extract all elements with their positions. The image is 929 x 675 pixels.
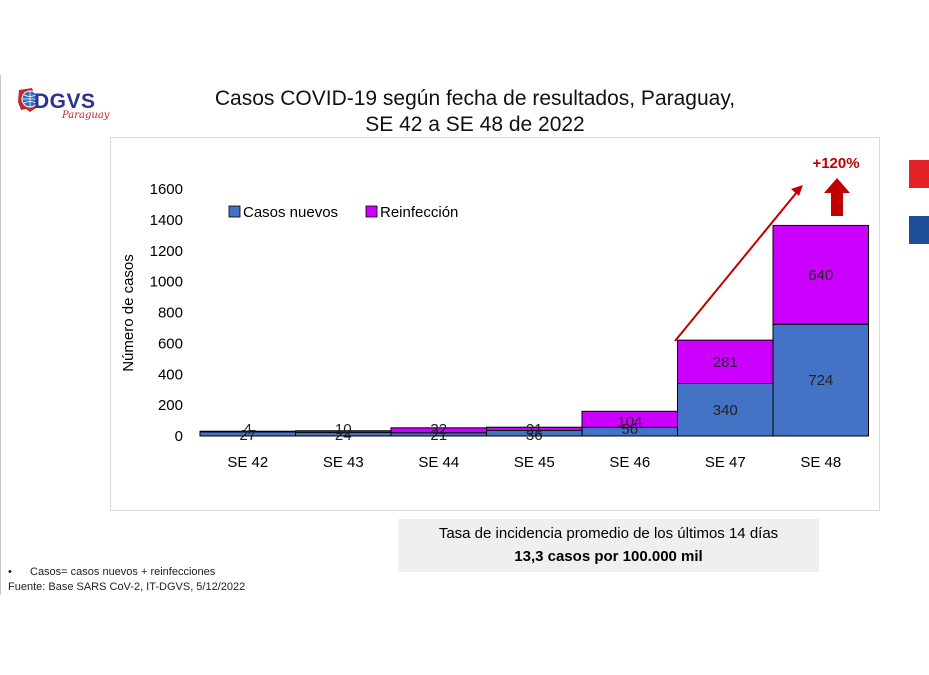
x-tick-label: SE 43: [323, 454, 364, 471]
y-tick-label: 600: [158, 335, 183, 352]
footnotes: • Casos= casos nuevos + reinfecciones Fue…: [8, 565, 245, 595]
logo-subtitle: Paraguay: [62, 110, 110, 121]
up-arrow-head: [824, 178, 850, 193]
data-label-casos-nuevos: 340: [713, 402, 738, 419]
x-tick-label: SE 46: [609, 454, 650, 471]
y-tick-label: 200: [158, 397, 183, 414]
bar-casos-nuevos: [677, 383, 774, 437]
dgvs-logo: [16, 86, 116, 128]
data-label-reinfeccion: 21: [526, 421, 543, 438]
y-tick-label: 800: [158, 305, 183, 322]
y-tick-label: 400: [158, 366, 183, 383]
left-divider: [0, 75, 1, 595]
y-tick-label: 0: [175, 428, 183, 445]
x-tick-label: SE 44: [418, 454, 459, 471]
note-bullet: •: [8, 566, 12, 578]
x-tick-label: SE 45: [514, 454, 555, 471]
data-label-reinfeccion: 10: [335, 421, 352, 438]
up-arrow-shaft: [831, 192, 843, 216]
legend-swatch-reinfeccion: [365, 205, 378, 218]
data-label-reinfeccion: 32: [430, 421, 447, 438]
y-axis-label: Número de casos: [120, 254, 137, 372]
chart-title: Casos COVID-19 según fecha de resultados…: [150, 86, 800, 138]
incidence-box: Tasa de incidencia promedio de los últim…: [398, 519, 819, 572]
note-definition: Casos= casos nuevos + reinfecciones: [30, 566, 216, 578]
bar-reinfeccion: [677, 339, 774, 385]
legend-swatch-casos-nuevos: [228, 205, 241, 218]
data-label-casos-nuevos: 56: [621, 421, 638, 438]
data-label-reinfeccion: 281: [713, 354, 738, 371]
y-tick-label: 1600: [150, 181, 183, 198]
legend-label-casos-nuevos: Casos nuevos: [243, 204, 338, 221]
title-line-1: Casos COVID-19 según fecha de resultados…: [214, 87, 736, 110]
x-tick-label: SE 48: [800, 454, 841, 471]
logo-name: DGVS: [34, 90, 96, 113]
decor-red-block: [909, 160, 929, 188]
note-source: Fuente: Base SARS CoV-2, IT-DGVS, 5/12/2…: [8, 581, 246, 593]
incidence-label: Tasa de incidencia promedio de los últim…: [438, 525, 779, 542]
decor-blue-block: [909, 216, 929, 244]
x-tick-label: SE 42: [227, 454, 268, 471]
bar-reinfeccion: [772, 224, 869, 325]
y-tick-label: 1200: [150, 243, 183, 260]
y-tick-label: 1000: [150, 274, 183, 291]
incidence-value: 13,3 casos por 100.000 mil: [514, 548, 703, 565]
legend-label-reinfeccion: Reinfección: [380, 204, 458, 221]
x-tick-label: SE 47: [705, 454, 746, 471]
data-label-casos-nuevos: 724: [808, 372, 833, 389]
data-label-reinfeccion: 4: [244, 421, 252, 438]
trend-arrow-line: [674, 191, 798, 342]
title-line-2: SE 42 a SE 48 de 2022: [365, 113, 585, 136]
y-tick-label: 1400: [150, 212, 183, 229]
data-label-reinfeccion: 104: [617, 413, 642, 430]
growth-annotation: +120%: [812, 155, 859, 172]
data-label-reinfeccion: 640: [808, 267, 833, 284]
chart-frame: [110, 137, 880, 511]
trend-arrow-head: [791, 185, 803, 196]
